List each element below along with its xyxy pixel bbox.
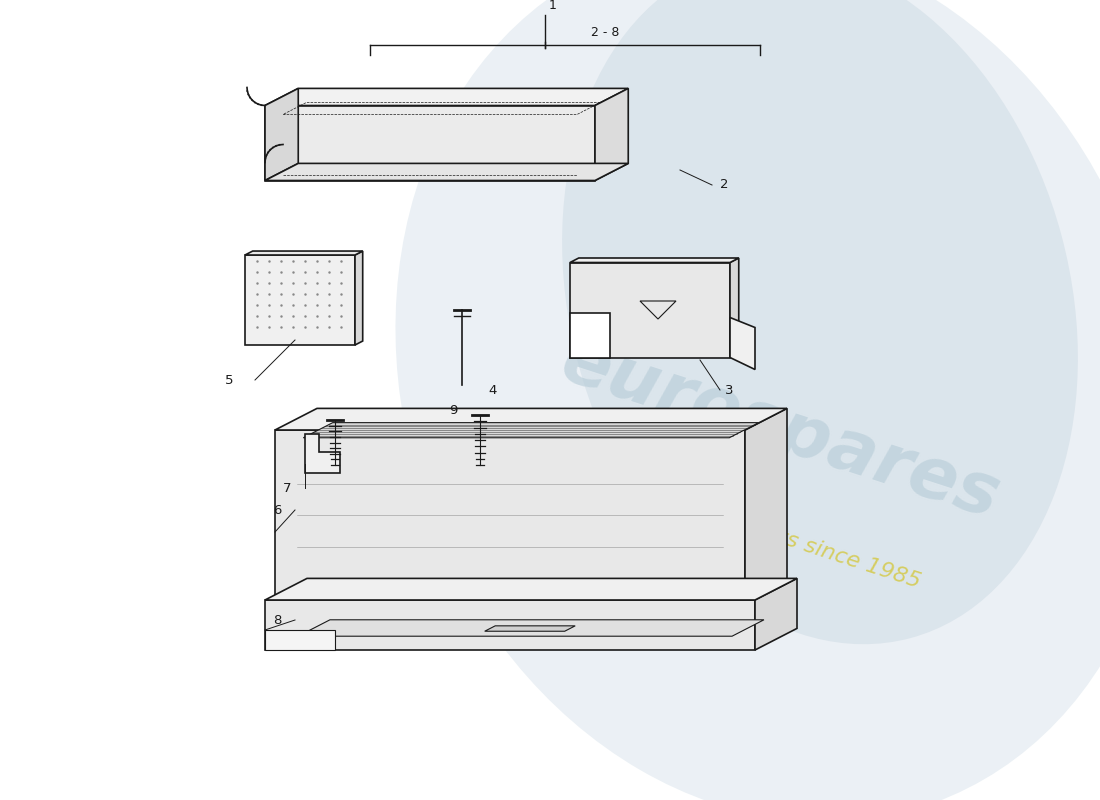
Polygon shape <box>265 600 755 650</box>
Polygon shape <box>265 163 628 181</box>
Polygon shape <box>570 262 730 358</box>
Polygon shape <box>245 251 363 255</box>
Text: 6: 6 <box>273 503 280 517</box>
Polygon shape <box>305 434 340 473</box>
Polygon shape <box>265 88 298 181</box>
Polygon shape <box>265 578 798 600</box>
Text: 3: 3 <box>725 383 734 397</box>
Polygon shape <box>245 255 355 345</box>
Polygon shape <box>755 578 797 650</box>
Text: 2 - 8: 2 - 8 <box>591 26 619 39</box>
Polygon shape <box>570 258 739 262</box>
Text: 9: 9 <box>450 403 458 417</box>
Text: 7: 7 <box>283 482 292 494</box>
Text: eurospares: eurospares <box>552 326 1008 534</box>
Polygon shape <box>265 88 628 106</box>
Polygon shape <box>304 422 759 438</box>
Polygon shape <box>265 106 595 181</box>
Polygon shape <box>298 620 764 636</box>
Text: 4: 4 <box>488 383 496 397</box>
Polygon shape <box>595 88 628 181</box>
Text: 8: 8 <box>273 614 280 626</box>
Polygon shape <box>730 258 739 358</box>
Polygon shape <box>745 408 786 600</box>
Text: 1: 1 <box>549 0 557 12</box>
Polygon shape <box>265 630 336 650</box>
Polygon shape <box>570 313 611 358</box>
Ellipse shape <box>562 0 1078 644</box>
Polygon shape <box>730 318 755 370</box>
Polygon shape <box>485 626 575 631</box>
Polygon shape <box>275 408 786 430</box>
Polygon shape <box>275 430 745 600</box>
Text: 2: 2 <box>720 178 728 191</box>
Polygon shape <box>355 251 363 345</box>
Text: a passion for parts since 1985: a passion for parts since 1985 <box>597 469 923 591</box>
Ellipse shape <box>396 0 1100 800</box>
Text: 5: 5 <box>224 374 233 386</box>
